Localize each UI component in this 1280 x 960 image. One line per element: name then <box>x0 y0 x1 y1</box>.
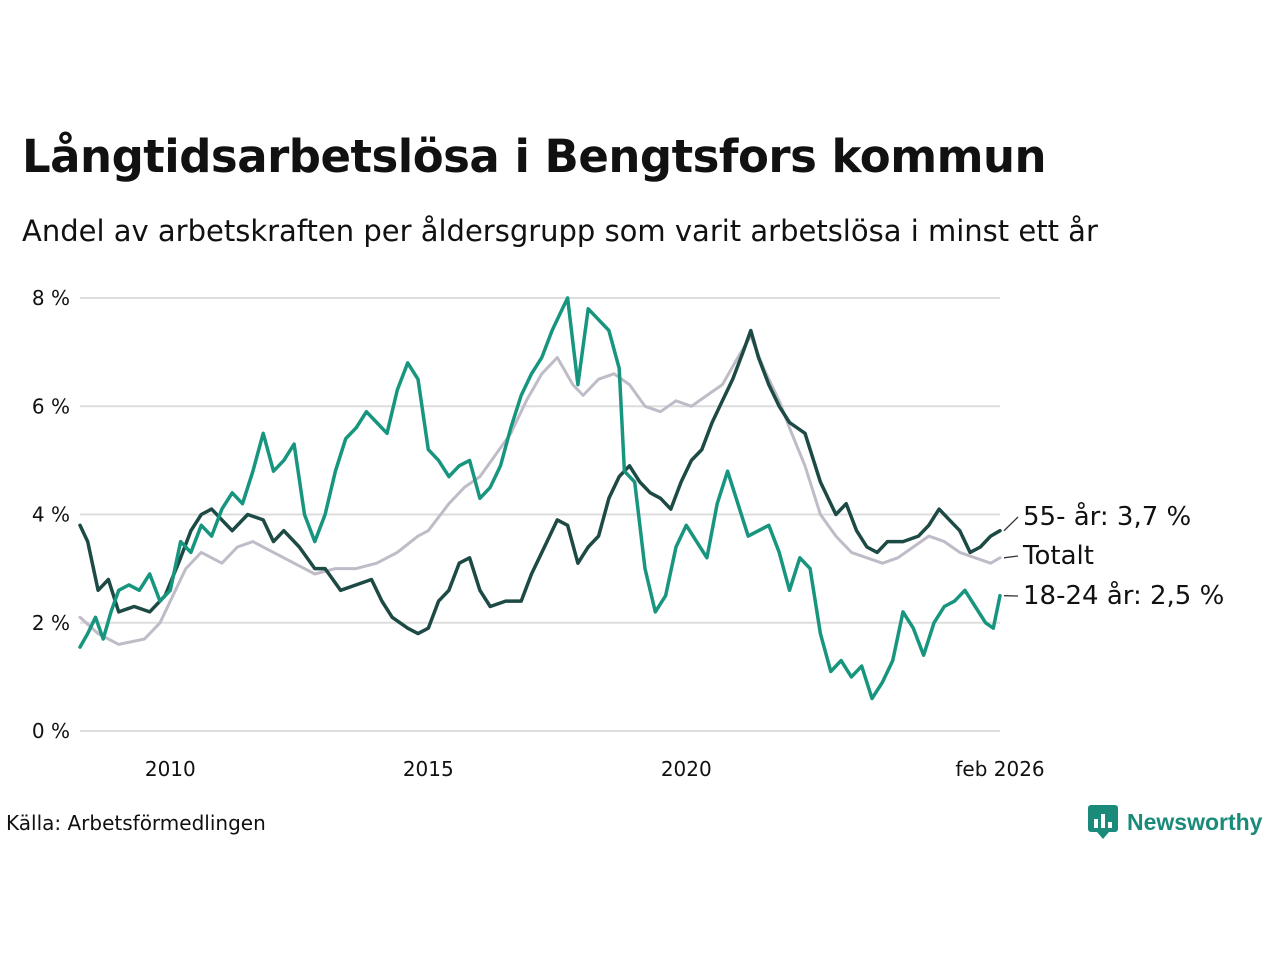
series-line-totalt <box>78 334 1002 646</box>
series-line-18-24-r <box>78 296 1002 701</box>
chart-subtitle: Andel av arbetskraften per åldersgrupp s… <box>22 214 1098 248</box>
line-chart: 0 % 2 % 4 % 6 % 8 % 2010 2015 2020 feb 2026 Tot… <box>32 286 1224 781</box>
series-line-55-r <box>78 328 1002 636</box>
newsworthy-logo[interactable]: Newsworthy <box>1087 802 1262 842</box>
source-note: Källa: Arbetsförmedlingen <box>6 811 266 835</box>
x-tick-label: feb 2026 <box>955 757 1044 781</box>
grid-lines <box>80 297 1000 732</box>
end-label-55-r: 55- år: 3,7 % <box>1023 501 1191 532</box>
bar-chart-icon <box>1088 805 1118 839</box>
y-axis-ticks: 0 % 2 % 4 % 6 % 8 % <box>32 286 70 743</box>
series-lines <box>78 296 1002 701</box>
x-tick-label: 2010 <box>145 757 196 781</box>
chart-title: Långtidsarbetslösa i Bengtsfors kommun <box>22 130 1047 183</box>
x-tick-label: 2015 <box>403 757 454 781</box>
y-tick-label: 2 % <box>32 611 70 635</box>
y-tick-label: 4 % <box>32 503 70 527</box>
series-end-labels: Totalt 55- år: 3,7 % 18-24 år: 2,5 % <box>1003 501 1224 611</box>
y-tick-label: 8 % <box>32 286 70 310</box>
end-label-connector <box>1003 516 1019 532</box>
x-tick-label: 2020 <box>661 757 712 781</box>
brand-name: Newsworthy <box>1127 808 1263 835</box>
x-axis-ticks: 2010 2015 2020 feb 2026 <box>145 757 1045 781</box>
end-label-totalt: Totalt <box>1022 541 1094 571</box>
y-tick-label: 6 % <box>32 394 70 418</box>
end-label-connector <box>1003 555 1019 559</box>
end-label-18-24-r: 18-24 år: 2,5 % <box>1023 580 1224 611</box>
y-tick-label: 0 % <box>32 719 70 743</box>
